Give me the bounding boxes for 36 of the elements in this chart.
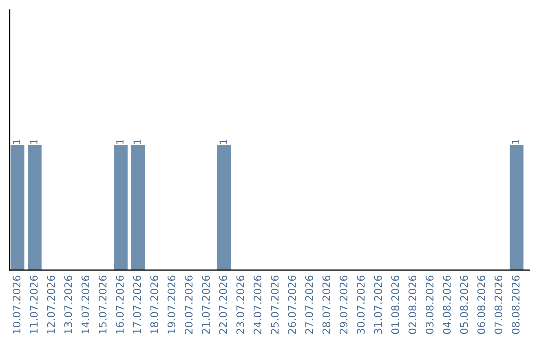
x-tick-label: 13.07.2026: [64, 276, 72, 334]
x-tick-label: 24.07.2026: [254, 276, 262, 334]
x-tick-label: 17.07.2026: [133, 276, 142, 334]
x-tick-label: 16.07.2026: [116, 276, 124, 334]
x-tick-label: 11.07.2026: [30, 276, 38, 334]
data-label: 1: [116, 140, 124, 144]
x-tick-label: 05.08.2026: [460, 276, 468, 334]
x-tick-label: 31.07.2026: [374, 276, 382, 334]
x-tick-label: 20.07.2026: [184, 276, 193, 334]
x-tick-label: 25.07.2026: [271, 276, 279, 334]
x-tick-label: 27.07.2026: [305, 276, 314, 334]
x-tick-label: 18.07.2026: [150, 276, 158, 334]
x-tick-label: 30.07.2026: [357, 276, 365, 334]
x-tick-label: 01.08.2026: [392, 276, 400, 334]
data-label: 1: [512, 140, 520, 144]
x-tick-label: 12.07.2026: [47, 276, 56, 334]
x-tick-label: 07.08.2026: [494, 276, 503, 334]
x-tick-label: 14.07.2026: [82, 276, 90, 334]
x-tick-label: 03.08.2026: [426, 276, 434, 334]
x-tick-label: 10.07.2026: [12, 276, 21, 334]
data-label: 1: [220, 140, 227, 144]
data-label: 1: [30, 140, 38, 144]
data-label: 1: [13, 140, 20, 144]
x-tick-label: 21.07.2026: [202, 276, 210, 334]
x-tick-label: 23.07.2026: [236, 276, 244, 334]
x-tick-label: 29.07.2026: [340, 276, 348, 334]
x-tick-label: 22.07.2026: [219, 276, 228, 334]
x-tick-label: 04.08.2026: [443, 276, 452, 334]
x-tick-label: 19.07.2026: [168, 276, 176, 334]
x-tick-label: 15.07.2026: [98, 276, 107, 334]
x-tick-label: 02.08.2026: [408, 276, 417, 334]
data-label: 1: [134, 140, 141, 144]
x-tick-label: 06.08.2026: [478, 276, 486, 334]
x-tick-label: 26.07.2026: [288, 276, 296, 334]
x-tick-label: 08.08.2026: [512, 276, 520, 334]
x-tick-label: 28.07.2026: [322, 276, 331, 334]
